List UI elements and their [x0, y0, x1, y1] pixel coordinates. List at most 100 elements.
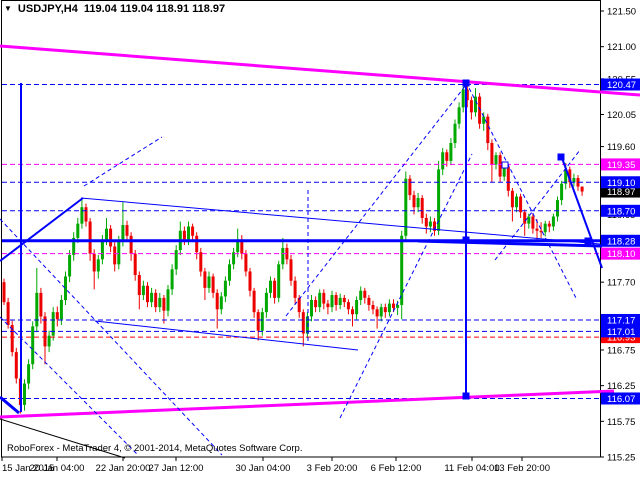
candle-bear: [211, 276, 215, 293]
candle-bear: [334, 295, 338, 306]
candle-bull: [428, 221, 432, 227]
candle-bull: [453, 123, 457, 144]
candle-bull: [494, 155, 498, 165]
candle-bull: [502, 166, 506, 177]
candle-bear: [55, 312, 59, 320]
price-badge-118.97: 118.97: [601, 185, 640, 198]
candle-bull: [158, 297, 162, 308]
candle-bear: [314, 300, 318, 308]
handle-marker-filled[interactable]: [584, 237, 592, 245]
candle-bear: [510, 190, 514, 208]
candle-bear: [486, 116, 490, 144]
trendline-trend-black[interactable]: [0, 418, 126, 459]
candle-bear: [490, 143, 494, 165]
handle-marker-open[interactable]: [501, 161, 509, 169]
trendline-low-descending[interactable]: [94, 320, 359, 351]
trendline-proj-desc-a[interactable]: [0, 218, 223, 456]
candle-bull: [35, 292, 39, 327]
price-badge-117.17: 117.17: [601, 313, 640, 326]
candle-bear: [367, 297, 371, 306]
trendline-proj-asc-left[interactable]: [83, 136, 163, 187]
trendline-impulse-up[interactable]: [0, 197, 84, 262]
trendline-proj-asc-steep[interactable]: [339, 153, 473, 419]
candle-bear: [424, 217, 428, 227]
price-badge-118.28: 118.28: [601, 234, 640, 247]
candle-bull: [260, 312, 264, 331]
candle-bull: [27, 364, 31, 384]
candle-bull: [527, 216, 531, 224]
handle-marker-filled[interactable]: [557, 153, 565, 161]
price-badge-text: 120.47: [607, 80, 636, 91]
candle-bull: [482, 116, 486, 124]
candle-bear: [346, 302, 350, 310]
candle-bear: [10, 324, 14, 353]
time-axis-label: 27 Jan 12:00: [149, 463, 204, 474]
price-badge-120.47: 120.47: [601, 78, 640, 91]
trendline-support-segment[interactable]: [417, 239, 603, 248]
candle-bear: [182, 230, 186, 240]
candle-bull: [223, 280, 227, 297]
candle-bear: [88, 221, 92, 254]
candle-bear: [273, 280, 277, 298]
candle-bear: [154, 292, 158, 308]
candle-bear: [199, 252, 203, 272]
candle-bull: [121, 225, 125, 241]
candle-bull: [474, 96, 477, 113]
price-badge-text: 118.10: [607, 249, 635, 260]
trendline-proj-desc-peak[interactable]: [465, 81, 578, 301]
symbol-dropdown-icon[interactable]: ▼: [4, 4, 12, 13]
candle-bull: [264, 292, 268, 313]
plot-border: [1, 0, 601, 458]
handle-marker-filled[interactable]: [462, 392, 470, 400]
price-badge-119.35: 119.35: [601, 158, 640, 171]
candle-bull: [515, 196, 518, 208]
price-badge-text: 119.35: [607, 160, 635, 171]
trendline-channel-bottom[interactable]: [0, 389, 615, 419]
trendline-impulse-down-left[interactable]: [0, 395, 20, 415]
candle-bull: [187, 226, 190, 240]
candle-bear: [113, 246, 117, 265]
candle-bear: [535, 228, 539, 231]
time-axis-label: 15 Jan 2015: [2, 463, 54, 474]
candle-bear: [412, 195, 416, 208]
price-tick-label: 121.50: [607, 7, 636, 18]
trendline-proj-asc-right[interactable]: [494, 149, 581, 261]
price-tick-label: 115.25: [607, 453, 635, 464]
candle-bull: [404, 178, 408, 236]
candle-bear: [109, 228, 113, 247]
price-badge-text: 118.28: [607, 236, 635, 247]
time-axis-label: 13 Feb 20:00: [494, 463, 550, 474]
candle-bull: [277, 264, 281, 298]
price-badge-118.70: 118.70: [601, 204, 640, 217]
candle-bear: [14, 352, 18, 379]
candle-bear: [256, 312, 260, 331]
candle-bear: [375, 309, 379, 317]
trendline-forecast-drop[interactable]: [561, 157, 603, 269]
candle-bear: [297, 297, 301, 313]
handle-marker-filled[interactable]: [462, 79, 470, 87]
candle-bull: [80, 207, 84, 224]
candle-bull: [543, 223, 547, 233]
candle-bull: [457, 107, 461, 124]
candle-bull: [236, 239, 240, 253]
candlesticks: [2, 84, 584, 414]
candle-bull: [150, 292, 154, 303]
candle-bull: [310, 300, 313, 317]
time-axis-label: 20 Jan 04:00: [30, 463, 85, 474]
trendline-proj-desc-b[interactable]: [0, 316, 139, 456]
candle-bull: [551, 216, 555, 227]
price-badge-text: 116.07: [607, 394, 635, 405]
price-badge-118.10: 118.10: [601, 247, 640, 260]
price-badge-117.01: 117.01: [601, 325, 640, 338]
chart-title-ohlc: 119.04 119.04 118.91 118.97: [83, 3, 226, 15]
candle-bull: [305, 316, 309, 334]
candle-bull: [228, 264, 231, 281]
handle-marker-filled[interactable]: [462, 236, 470, 244]
trendline-channel-top[interactable]: [0, 44, 640, 97]
candle-bull: [318, 292, 322, 308]
candle-bear: [240, 239, 244, 254]
candle-bull: [100, 239, 104, 260]
candle-bear: [539, 230, 543, 233]
